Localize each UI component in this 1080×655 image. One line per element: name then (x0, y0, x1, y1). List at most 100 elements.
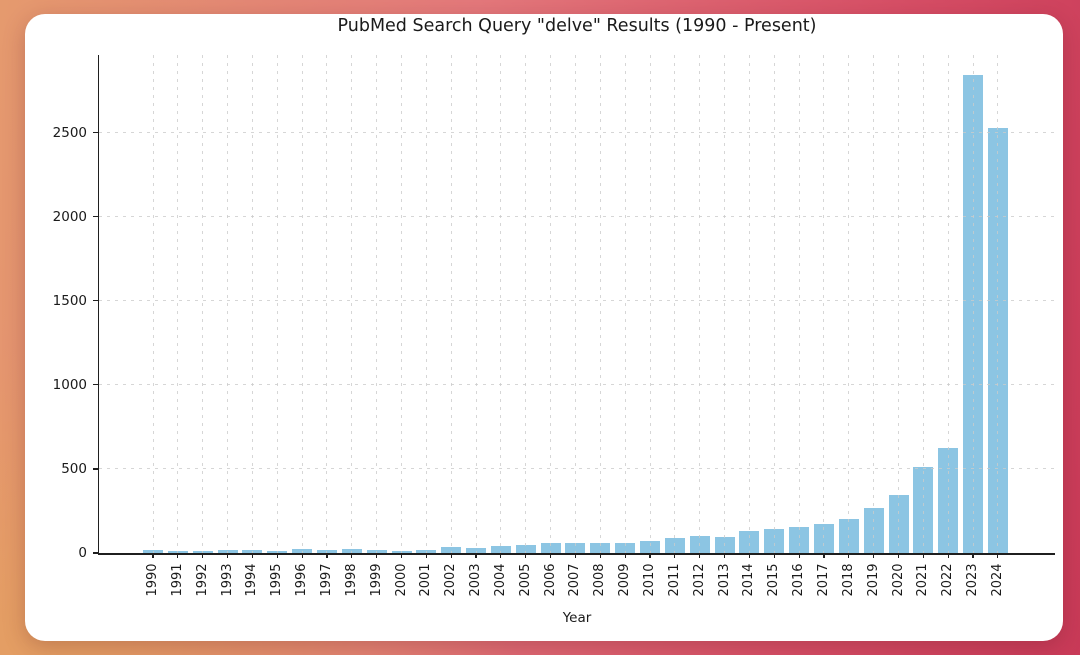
x-tick-mark (500, 553, 502, 558)
x-tick-label: 2000 (393, 563, 409, 597)
x-tick-mark (152, 553, 154, 558)
x-tick-label: 2011 (666, 563, 682, 597)
y-tick-label: 2000 (52, 208, 87, 225)
x-tick-label: 1993 (219, 563, 235, 597)
y-grid-line (99, 216, 1055, 218)
x-tick-mark (798, 553, 800, 558)
x-grid-line (276, 55, 278, 553)
x-axis-spine (97, 553, 1055, 555)
x-tick-label: 2017 (815, 563, 831, 597)
x-tick-label: 2010 (642, 563, 657, 597)
x-tick-label: 2018 (840, 563, 856, 597)
x-grid-line (997, 55, 999, 553)
x-grid-line (475, 55, 477, 553)
x-grid-line (848, 55, 850, 553)
x-grid-line (251, 55, 253, 553)
y-tick-label: 1500 (52, 292, 87, 309)
x-tick-mark (425, 553, 427, 558)
x-tick-label: 2024 (989, 563, 1005, 597)
x-grid-line (873, 55, 875, 553)
x-grid-line (624, 55, 626, 553)
x-tick-label: 1990 (145, 563, 160, 597)
y-tick-mark (92, 384, 98, 386)
x-tick-mark (773, 553, 775, 558)
x-tick-label: 1991 (169, 563, 185, 597)
x-tick-mark (376, 553, 378, 558)
y-grid-line (99, 384, 1055, 386)
x-tick-label: 2022 (940, 563, 956, 597)
x-tick-label: 2020 (890, 563, 906, 597)
x-grid-line (301, 55, 303, 553)
x-tick-mark (326, 553, 328, 558)
x-grid-line (227, 55, 229, 553)
x-tick-mark (699, 553, 701, 558)
x-tick-label: 2001 (418, 563, 434, 597)
x-grid-line (351, 55, 353, 553)
x-tick-label: 1998 (343, 563, 359, 597)
x-tick-label: 2004 (492, 563, 508, 597)
y-tick-mark (92, 216, 98, 218)
x-tick-mark (475, 553, 477, 558)
x-axis-label: Year (562, 610, 592, 626)
y-axis-spine (97, 55, 99, 554)
x-tick-mark (550, 553, 552, 558)
x-grid-line (574, 55, 576, 553)
y-tick-label: 0 (78, 545, 87, 561)
plot-area: PubMed Search Query "delve" Results (199… (53, 16, 1055, 626)
x-grid-line (649, 55, 651, 553)
x-tick-mark (997, 553, 999, 558)
x-tick-label: 2005 (517, 563, 533, 597)
x-grid-line (699, 55, 701, 553)
x-tick-mark (301, 553, 303, 558)
x-grid-line (202, 55, 204, 553)
y-tick-mark (92, 300, 98, 302)
x-grid-line (724, 55, 726, 553)
x-tick-mark (202, 553, 204, 558)
x-tick-label: 2016 (791, 563, 807, 597)
x-grid-line (500, 55, 502, 553)
x-tick-mark (226, 553, 229, 558)
x-tick-label: 2012 (691, 563, 707, 597)
x-grid-line (425, 55, 427, 553)
y-tick-label: 500 (61, 460, 87, 477)
x-tick-label: 2014 (741, 563, 757, 597)
x-tick-mark (947, 553, 949, 558)
x-grid-line (550, 55, 552, 553)
x-tick-mark (574, 553, 577, 558)
x-grid-line (450, 55, 452, 553)
x-tick-mark (177, 553, 179, 558)
x-grid-line (674, 55, 676, 553)
x-grid-line (748, 55, 750, 553)
x-tick-label: 1997 (318, 563, 334, 597)
x-tick-mark (251, 553, 253, 558)
x-tick-label: 2008 (592, 563, 608, 597)
x-tick-mark (873, 553, 875, 558)
x-tick-mark (351, 553, 353, 558)
x-tick-mark (276, 553, 278, 558)
x-tick-label: 1994 (244, 563, 260, 597)
x-grid-line (773, 55, 775, 553)
x-grid-line (177, 55, 179, 553)
x-tick-mark (400, 553, 403, 558)
x-grid-line (326, 55, 328, 553)
x-grid-line (525, 55, 527, 553)
x-tick-label: 2003 (468, 563, 484, 597)
y-tick-mark (92, 132, 98, 134)
x-grid-line (152, 55, 154, 553)
chart-card: PubMed Search Query "delve" Results (199… (25, 14, 1063, 641)
x-grid-line (823, 55, 825, 553)
x-tick-mark (649, 553, 651, 558)
x-tick-label: 2007 (567, 563, 583, 597)
x-tick-label: 2002 (443, 563, 459, 597)
x-tick-mark (525, 553, 527, 558)
x-grid-line (922, 55, 924, 553)
x-tick-label: 1992 (194, 563, 210, 597)
x-tick-label: 1996 (294, 563, 310, 597)
x-tick-label: 2015 (766, 563, 782, 597)
x-tick-label: 2013 (716, 563, 732, 597)
x-tick-label: 2006 (542, 563, 558, 597)
x-tick-mark (848, 553, 850, 558)
y-tick-label: 2500 (52, 124, 87, 141)
x-grid-line (401, 55, 402, 553)
chart-title: PubMed Search Query "delve" Results (199… (337, 16, 817, 36)
